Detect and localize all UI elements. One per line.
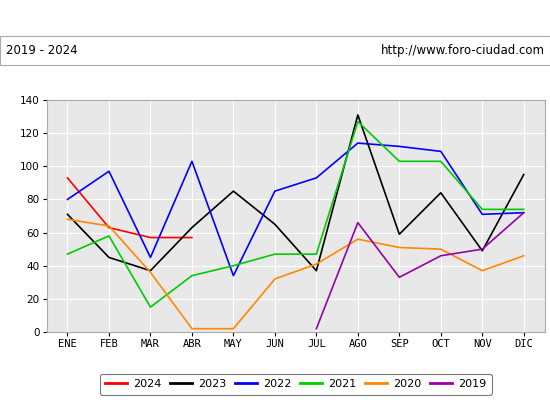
- Text: Evolucion Nº Turistas Extranjeros en el municipio de Siles: Evolucion Nº Turistas Extranjeros en el …: [50, 11, 501, 25]
- Text: http://www.foro-ciudad.com: http://www.foro-ciudad.com: [381, 44, 544, 57]
- Legend: 2024, 2023, 2022, 2021, 2020, 2019: 2024, 2023, 2022, 2021, 2020, 2019: [100, 374, 492, 395]
- Text: 2019 - 2024: 2019 - 2024: [6, 44, 77, 57]
